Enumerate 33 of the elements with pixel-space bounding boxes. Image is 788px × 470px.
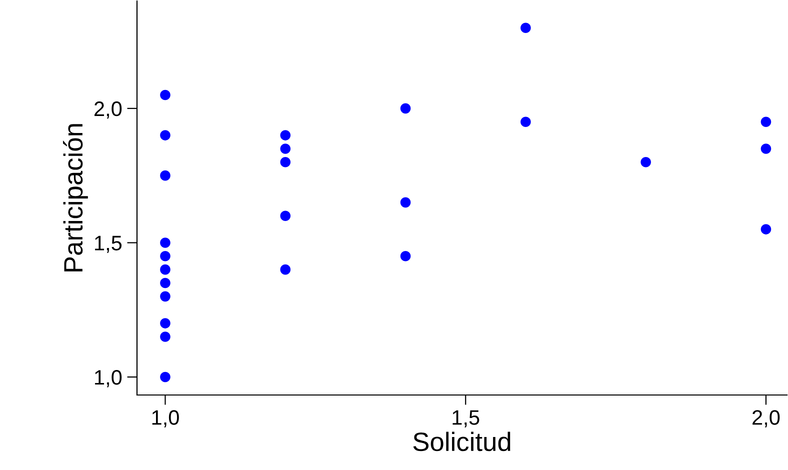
point xyxy=(280,210,291,222)
point xyxy=(640,156,651,168)
point xyxy=(400,197,411,208)
point xyxy=(160,372,170,382)
x-tick-label: 1,0 xyxy=(152,410,179,428)
point xyxy=(160,130,170,140)
point xyxy=(160,238,170,248)
point xyxy=(160,332,170,342)
point xyxy=(160,318,170,328)
point xyxy=(160,264,170,275)
point xyxy=(160,278,170,288)
point xyxy=(280,264,291,275)
point xyxy=(760,144,772,154)
point xyxy=(160,291,170,302)
point xyxy=(520,116,531,128)
point xyxy=(160,90,170,100)
y-tick-label: 2,0 xyxy=(94,101,122,119)
x-axis-title: Solicitud xyxy=(413,432,510,452)
y-axis-title: Participación xyxy=(62,124,88,272)
point xyxy=(280,156,291,168)
point xyxy=(160,170,170,181)
point xyxy=(760,224,772,234)
x-tick-label: 2,0 xyxy=(752,410,780,428)
y-tick-label: 1,0 xyxy=(95,370,122,388)
point xyxy=(520,22,531,34)
point xyxy=(760,116,772,128)
x-tick-label: 1,5 xyxy=(452,410,480,428)
y-tick-label: 1,5 xyxy=(95,236,122,253)
point xyxy=(280,130,291,140)
point xyxy=(280,144,291,154)
point xyxy=(400,250,411,262)
point xyxy=(160,250,170,262)
point xyxy=(400,103,411,114)
